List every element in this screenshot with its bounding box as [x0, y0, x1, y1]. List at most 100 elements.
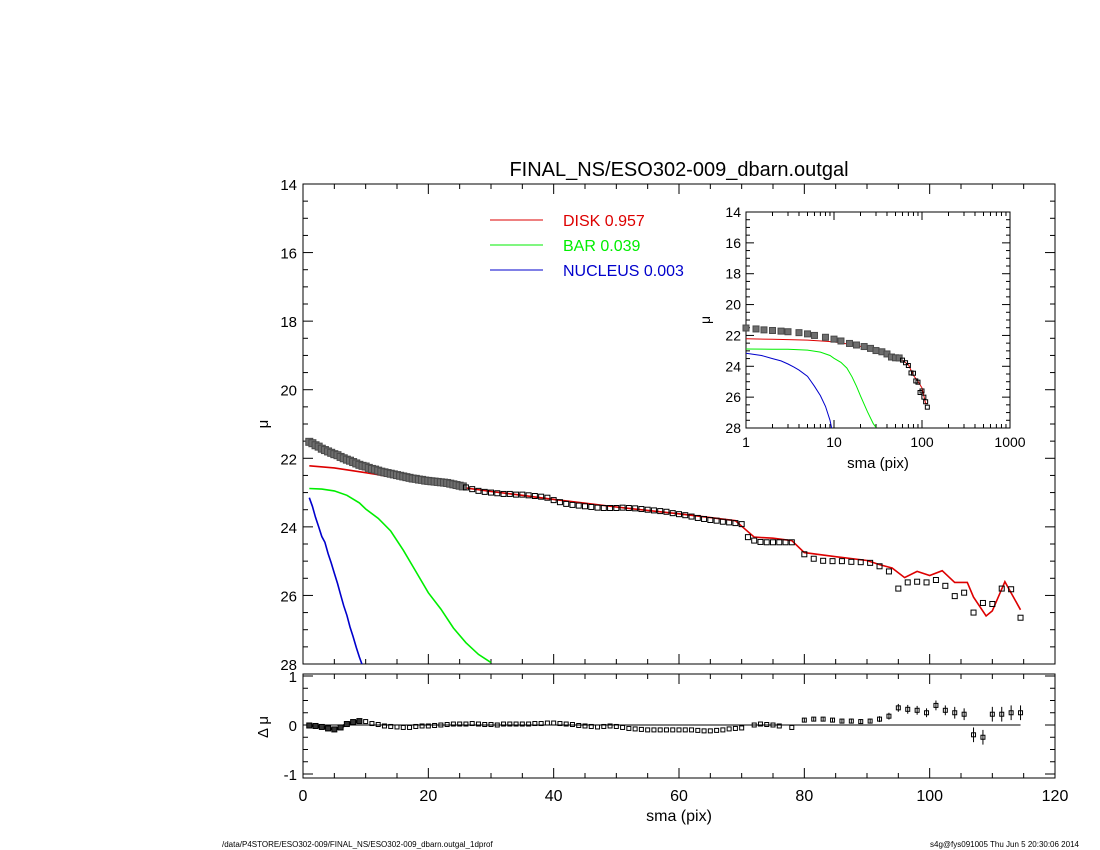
inset-x-tick-label: 100: [910, 434, 934, 450]
residual-point: [877, 716, 883, 722]
residual-point: [595, 724, 601, 730]
inset-data-point: [742, 324, 750, 332]
inset-data-point: [915, 379, 921, 385]
residual-point: [980, 734, 986, 740]
data-point: [644, 506, 651, 513]
residual-point: [557, 721, 563, 727]
data-point: [979, 599, 986, 606]
data-point: [951, 593, 958, 600]
residual-point: [689, 727, 695, 733]
data-point: [763, 539, 770, 546]
inset-x-tick-label: 1: [742, 434, 750, 450]
residual-point: [714, 727, 720, 733]
residual-point: [651, 727, 657, 733]
inset-axis-ticks: 14 16 18 20 22 24 26 281 10 100 1000: [725, 204, 1025, 450]
data-point: [810, 555, 817, 562]
residual-point: [811, 716, 817, 722]
residual-point: [507, 721, 513, 727]
residual-x-tick-label: 80: [795, 788, 813, 805]
residual-point: [369, 721, 375, 727]
residual-point: [325, 725, 332, 732]
residual-y-tick-label: 1: [289, 669, 297, 686]
data-point: [663, 508, 670, 515]
residual-point: [789, 724, 795, 730]
main-y-tick-label: 28: [280, 657, 297, 674]
residual-point: [563, 721, 569, 727]
data-point: [713, 517, 720, 524]
inset-data-point: [919, 388, 925, 394]
data-point: [519, 491, 526, 498]
residual-point: [569, 722, 575, 728]
data-point: [550, 497, 557, 504]
inset-y-tick-label: 20: [725, 297, 741, 313]
residual-point: [1018, 710, 1024, 716]
residual-point: [739, 725, 745, 731]
series-line-bar: [309, 487, 492, 664]
data-point: [876, 563, 883, 570]
residual-point: [457, 721, 463, 727]
inset-series-line-nucleus: [745, 352, 833, 429]
residual-point: [657, 727, 663, 733]
data-point: [744, 534, 751, 541]
residual-x-tick-label: 20: [419, 788, 437, 805]
inset-data-point: [872, 347, 880, 355]
residual-y-axis-label: Δ μ: [255, 716, 272, 738]
residual-point: [538, 721, 544, 727]
residual-point: [839, 718, 845, 724]
data-point: [770, 539, 776, 546]
inset-y-tick-label: 18: [725, 266, 741, 282]
residual-point: [830, 717, 836, 723]
data-point: [757, 538, 764, 545]
residual-point: [363, 719, 369, 725]
residual-point: [676, 727, 682, 733]
data-point: [556, 499, 563, 506]
data-point: [694, 514, 701, 521]
inset-data-point: [921, 394, 927, 400]
residual-point: [895, 705, 901, 711]
data-point: [525, 492, 532, 499]
data-point: [500, 490, 507, 497]
residual-point: [914, 707, 920, 713]
data-point: [619, 504, 626, 511]
data-point: [751, 537, 758, 544]
main-y-tick-label: 22: [280, 451, 297, 468]
data-point: [613, 505, 620, 511]
data-point: [904, 579, 911, 586]
inset-data-point: [903, 360, 909, 366]
inset-data-point: [752, 325, 760, 333]
main-y-tick-label: 24: [280, 520, 297, 537]
data-point: [638, 506, 645, 513]
data-point: [829, 558, 836, 565]
residual-point: [350, 719, 357, 726]
data-point: [857, 559, 864, 566]
inset-data-point: [860, 343, 868, 351]
inset-data-point: [845, 339, 853, 347]
data-point: [488, 489, 494, 496]
data-point: [481, 488, 488, 495]
data-point: [669, 510, 676, 517]
inset-data-point: [810, 331, 818, 339]
residual-point: [858, 719, 864, 725]
data-point: [506, 490, 513, 497]
data-point: [607, 505, 614, 511]
data-point: [801, 551, 808, 558]
inset-x-axis-label: sma (pix): [847, 455, 909, 472]
residual-point: [942, 707, 948, 713]
residual-point: [961, 711, 967, 717]
data-point: [682, 512, 689, 519]
residual-point: [867, 718, 873, 724]
residual-point: [601, 723, 607, 729]
inset-y-tick-label: 26: [725, 389, 741, 405]
residual-point: [638, 726, 644, 732]
data-point: [475, 487, 482, 494]
residual-point: [663, 727, 669, 733]
main-axis-ticks: 14 16 18 20 22 24 26 28: [280, 177, 1056, 674]
data-point: [594, 504, 601, 511]
residual-point: [501, 721, 507, 727]
footer-file-path: /data/P4STORE/ESO302-009/FINAL_NS/ESO302…: [222, 840, 493, 849]
residual-point: [801, 717, 807, 723]
residual-point: [312, 722, 319, 729]
data-point: [582, 503, 588, 510]
data-point: [867, 559, 874, 566]
